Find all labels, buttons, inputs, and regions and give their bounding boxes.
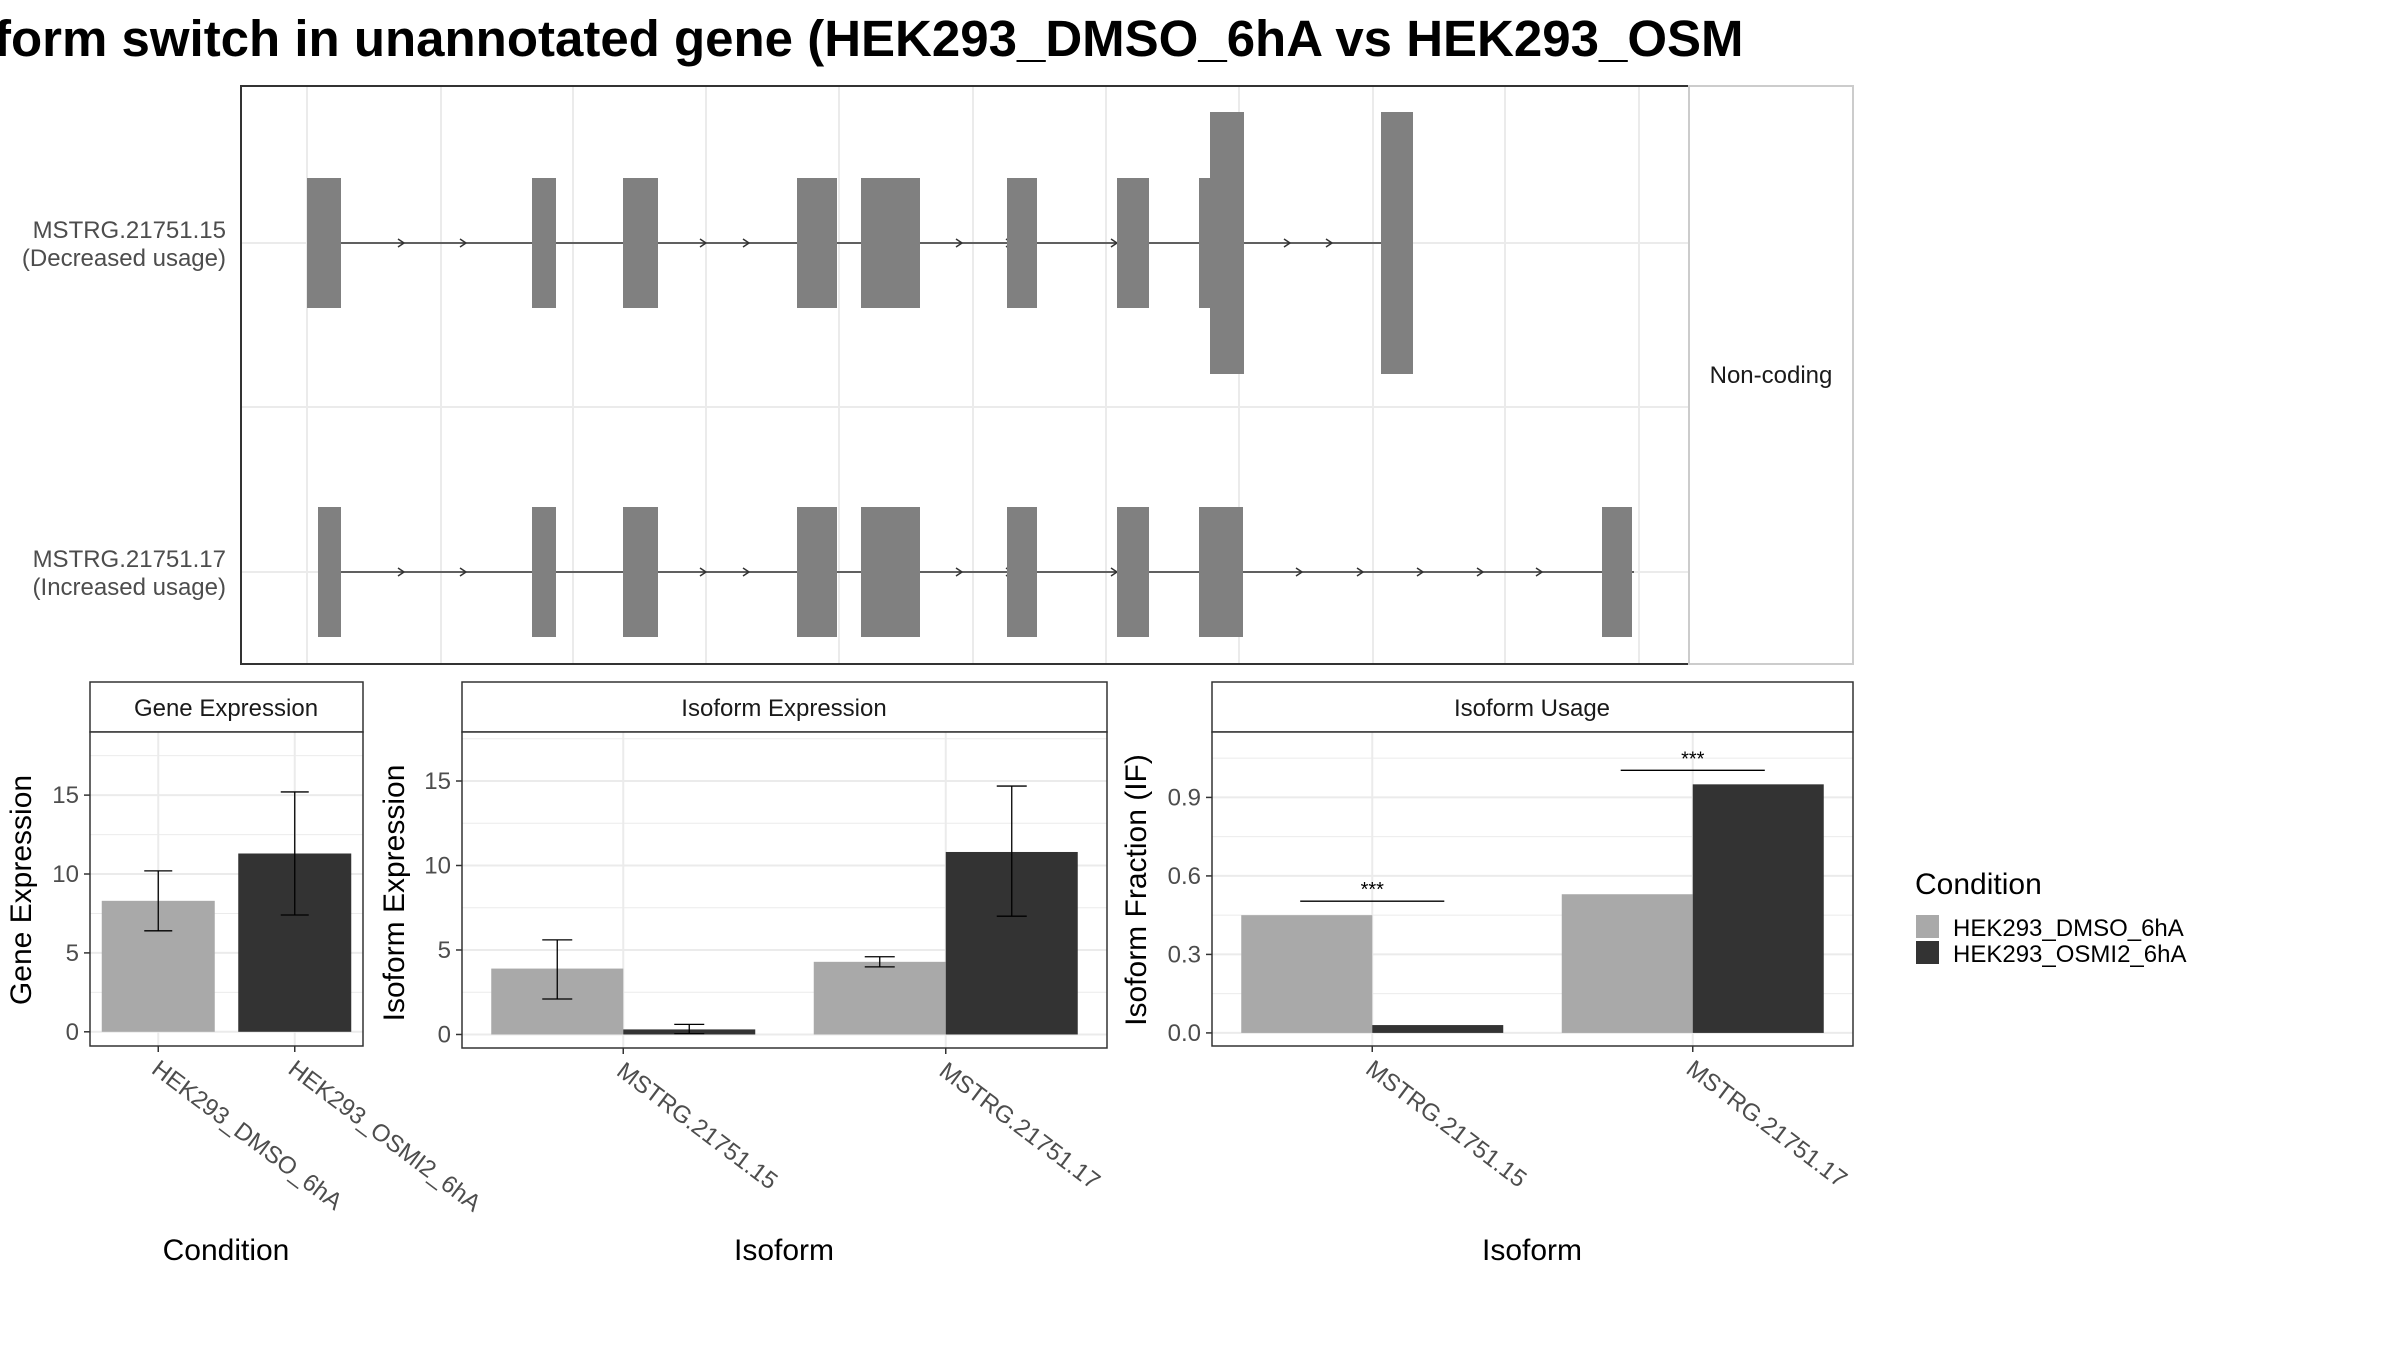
facet-strip [1688,85,1854,665]
exon [1007,507,1037,637]
y-tick-label: 15 [52,782,79,809]
direction-arrow-icon [1295,567,1304,577]
structure-panel-background [241,86,1689,664]
exon [1199,507,1243,637]
direction-arrow-icon [459,238,468,248]
y-tick-label: 0.3 [1168,941,1201,968]
gene-expression-strip-title: Gene Expression [134,695,318,722]
isoform-expression-strip [461,681,1108,733]
facet-label: Non-coding [1710,362,1833,389]
y-tick-label: 0.9 [1168,784,1201,811]
direction-arrow-icon [742,567,751,577]
exon [1117,507,1149,637]
y-tick-label: 10 [52,861,79,888]
direction-arrow-icon [1325,238,1334,248]
direction-arrow-icon [1476,567,1485,577]
isoform-label-17-line1: MSTRG.21751.17 [33,546,226,573]
legend-label-dmso: HEK293_DMSO_6hA [1953,915,2184,942]
bar-MSTRG.21751.17 [1692,784,1824,1033]
isoform-label-15-line2: (Decreased usage) [22,245,226,272]
isoform-expression-strip-title: Isoform Expression [681,695,886,722]
gene-expression-panel: Gene Expression 051015HEK293_DMSO_6hAHEK… [5,681,486,1267]
y-tick-label: 10 [424,852,451,879]
y-tick-label: 0.6 [1168,863,1201,890]
direction-arrow-icon [397,567,406,577]
legend: Condition HEK293_DMSO_6hA HEK293_OSMI2_6… [1915,868,2186,968]
isoform-usage-xlabel: Isoform [1482,1234,1582,1267]
direction-arrow-icon [699,567,708,577]
exon [797,507,837,637]
isoform-track-MSTRG.21751.15 [307,112,1413,374]
plot-border [461,731,1108,1049]
exon [1602,507,1632,637]
bar-MSTRG.21751.15 [1372,1025,1504,1033]
gene-expression-ylabel: Gene Expression [5,775,38,1005]
exon [861,507,920,637]
coding-exon [1210,112,1244,374]
direction-arrow-icon [1535,567,1544,577]
exon [623,178,658,308]
plot-border [89,731,364,1047]
isoform-usage-strip-title: Isoform Usage [1454,695,1610,722]
exon [1117,178,1149,308]
y-tick-label: 0.0 [1168,1020,1201,1047]
y-tick-label: 15 [424,768,451,795]
isoform-label-17-line2: (Increased usage) [33,574,226,601]
significance-label: *** [1361,879,1385,901]
legend-swatch-dmso [1916,915,1939,938]
exon [623,507,658,637]
direction-arrow-icon [397,238,406,248]
y-tick-label: 5 [66,940,79,967]
bar-MSTRG.21751.17 [1561,894,1693,1033]
direction-arrow-icon [1283,238,1292,248]
significance-label: *** [1681,748,1705,770]
bar-MSTRG.21751.15 [1241,915,1373,1033]
legend-title: Condition [1915,868,2042,901]
gene-expression-xlabel: Condition [163,1234,290,1267]
direction-arrow-icon [459,567,468,577]
figure-title: form switch in unannotated gene (HEK293_… [0,10,1744,67]
exon [532,507,556,637]
y-tick-label: 5 [438,937,451,964]
isoform-expression-ylabel: Isoform Expression [378,765,411,1022]
bar-MSTRG.21751.17 [813,961,946,1035]
isoform-label-15-line1: MSTRG.21751.15 [33,217,226,244]
direction-arrow-icon [1416,567,1425,577]
exon [307,178,341,308]
isoform-expression-xlabel: Isoform [734,1234,834,1267]
y-tick-label: 0 [438,1021,451,1048]
isoform-usage-ylabel: Isoform Fraction (IF) [1120,754,1153,1026]
direction-arrow-icon [955,567,964,577]
gene-expression-strip [89,681,364,733]
structure-isoforms [307,112,1634,637]
direction-arrow-icon [1356,567,1365,577]
exon [797,178,837,308]
exon [318,507,341,637]
exon [532,178,556,308]
y-tick-label: 0 [66,1019,79,1046]
isoform-track-MSTRG.21751.17 [318,507,1634,637]
structure-panel: Non-coding MSTRG.21751.15 (Decreased usa… [22,85,1854,665]
coding-exon [1381,112,1413,374]
legend-label-osmi: HEK293_OSMI2_6hA [1953,941,2186,968]
direction-arrow-icon [955,238,964,248]
plot-border [1211,731,1854,1047]
exon [861,178,920,308]
isoform-usage-strip [1211,681,1854,733]
legend-swatch-osmi [1916,941,1939,964]
direction-arrow-icon [699,238,708,248]
direction-arrow-icon [742,238,751,248]
exon [1007,178,1037,308]
